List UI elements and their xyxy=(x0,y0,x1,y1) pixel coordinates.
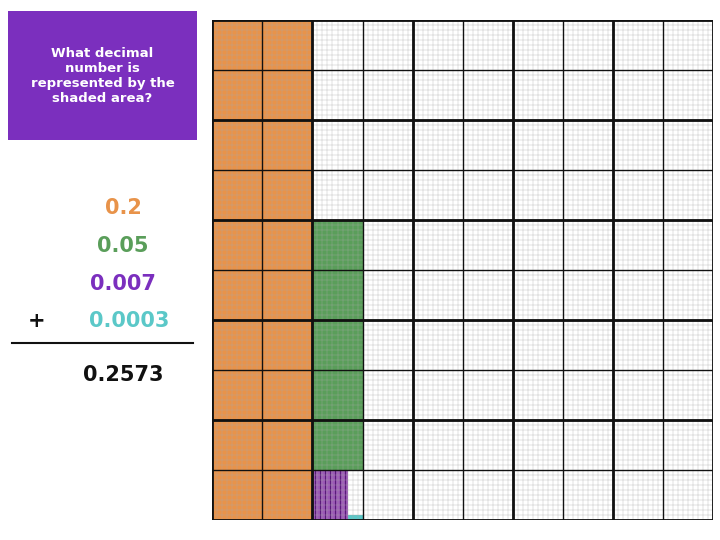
Bar xyxy=(312,470,348,520)
Text: What decimal
number is
represented by the
shaded area?: What decimal number is represented by th… xyxy=(31,46,174,105)
Text: 0.2: 0.2 xyxy=(104,198,142,218)
Text: +: + xyxy=(28,311,46,332)
Bar xyxy=(312,220,362,470)
Text: 0.05: 0.05 xyxy=(97,235,149,256)
Bar xyxy=(212,20,312,520)
FancyBboxPatch shape xyxy=(8,11,197,140)
Text: 0.2573: 0.2573 xyxy=(83,365,163,386)
Text: 0.007: 0.007 xyxy=(90,273,156,294)
Bar xyxy=(348,515,362,520)
Text: 0.0003: 0.0003 xyxy=(89,311,169,332)
